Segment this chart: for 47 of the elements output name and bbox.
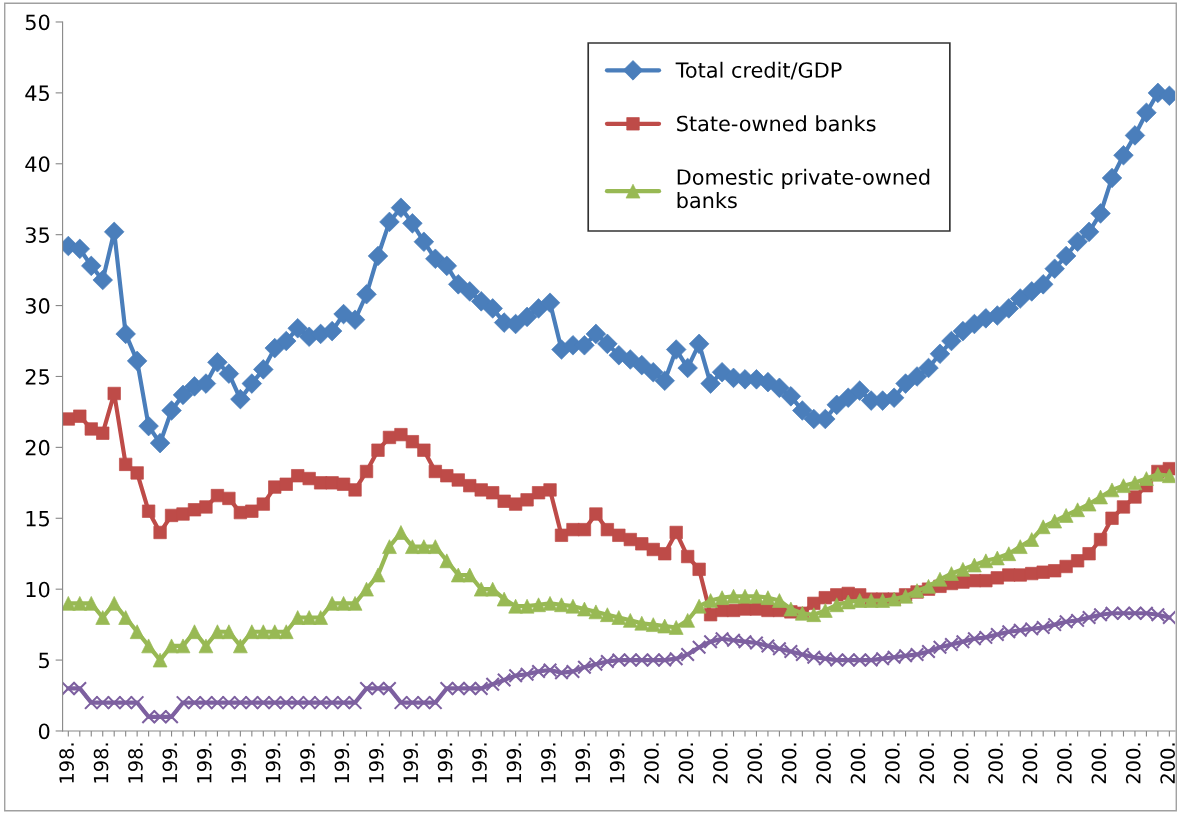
x-tick-label: 199. <box>368 743 384 783</box>
x-tick-label: 200. <box>850 743 866 784</box>
x-tick-label: 200. <box>1125 743 1141 784</box>
y-tick-label: 40 <box>25 156 50 172</box>
legend-label: State-owned banks <box>677 115 876 132</box>
x-tick-label: 200. <box>919 743 935 784</box>
x-tick-label: 199. <box>300 743 315 783</box>
y-tick-label: 35 <box>25 227 49 243</box>
x-tick-label: 200. <box>1160 743 1175 784</box>
x-tick-label: 199. <box>575 743 591 783</box>
x-tick-label: 200. <box>644 743 659 784</box>
x-tick-label: 199. <box>540 743 556 783</box>
y-tick-label: 20 <box>25 439 50 456</box>
x-tick-label: 200. <box>678 743 694 784</box>
y-tick-label: 10 <box>26 581 50 598</box>
legend-label: Total credit/GDP <box>675 61 842 80</box>
x-tick-label: 199. <box>609 743 625 783</box>
y-tick-label: 50 <box>25 14 50 31</box>
x-tick-label: 199. <box>506 743 522 783</box>
y-tick-label: 30 <box>25 298 50 314</box>
x-tick-label: 200. <box>885 743 900 784</box>
x-tick-label: 200. <box>1022 743 1038 784</box>
x-tick-label: 199. <box>437 743 453 783</box>
x-tick-label: 198. <box>93 743 109 783</box>
x-tick-label: 199. <box>472 743 487 783</box>
x-tick-label: 200. <box>816 743 831 784</box>
x-tick-label: 199. <box>403 743 419 783</box>
x-tick-label: 198. <box>128 743 143 783</box>
x-tick-label: 200. <box>953 743 969 784</box>
y-tick-label: 5 <box>39 652 49 669</box>
x-tick-label: 198. <box>59 743 74 783</box>
x-tick-label: 199. <box>334 743 350 783</box>
x-tick-label: 199. <box>231 743 247 783</box>
x-tick-label: 200. <box>747 743 763 784</box>
x-tick-label: 199. <box>196 743 212 783</box>
x-tick-label: 199. <box>265 743 281 783</box>
x-tick-label: 200. <box>781 743 797 784</box>
y-tick-label: 15 <box>26 511 49 527</box>
x-tick-label: 200. <box>713 743 728 784</box>
y-tick-label: 25 <box>25 368 49 385</box>
x-tick-label: 200. <box>1091 743 1107 784</box>
legend-label: Domestic private-owned banks <box>677 168 930 209</box>
y-tick-label: 45 <box>25 85 49 102</box>
x-tick-label: 200. <box>1057 743 1072 784</box>
y-tick-label: 0 <box>38 723 50 740</box>
x-tick-label: 199. <box>162 743 178 783</box>
x-tick-label: 200. <box>988 743 1003 784</box>
